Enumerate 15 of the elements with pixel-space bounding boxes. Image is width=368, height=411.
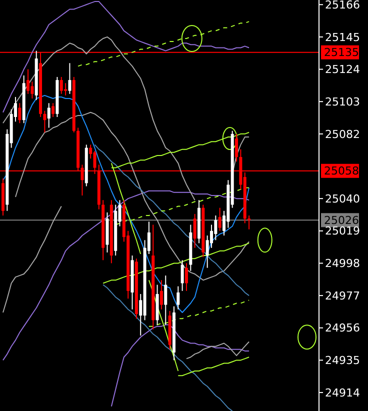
ref-line-label: 25135 xyxy=(324,46,359,60)
y-tick-label: 24977 xyxy=(325,289,360,302)
ref-line-label: 25026 xyxy=(324,214,359,227)
y-tick-label: 25019 xyxy=(325,224,360,238)
y-tick-label: 25166 xyxy=(325,0,360,12)
y-tick-label: 25082 xyxy=(325,128,360,141)
y-tick-label: 24935 xyxy=(325,354,360,368)
y-tick-label: 25040 xyxy=(325,192,360,206)
ref-line-label: 25058 xyxy=(324,164,359,178)
y-tick-label: 24998 xyxy=(325,257,360,270)
y-tick-label: 25145 xyxy=(325,30,360,44)
y-tick-label: 25103 xyxy=(325,95,360,108)
y-tick-label: 24914 xyxy=(325,386,360,400)
y-tick-label: 25124 xyxy=(325,63,360,76)
y-tick-label: 24956 xyxy=(325,322,360,335)
